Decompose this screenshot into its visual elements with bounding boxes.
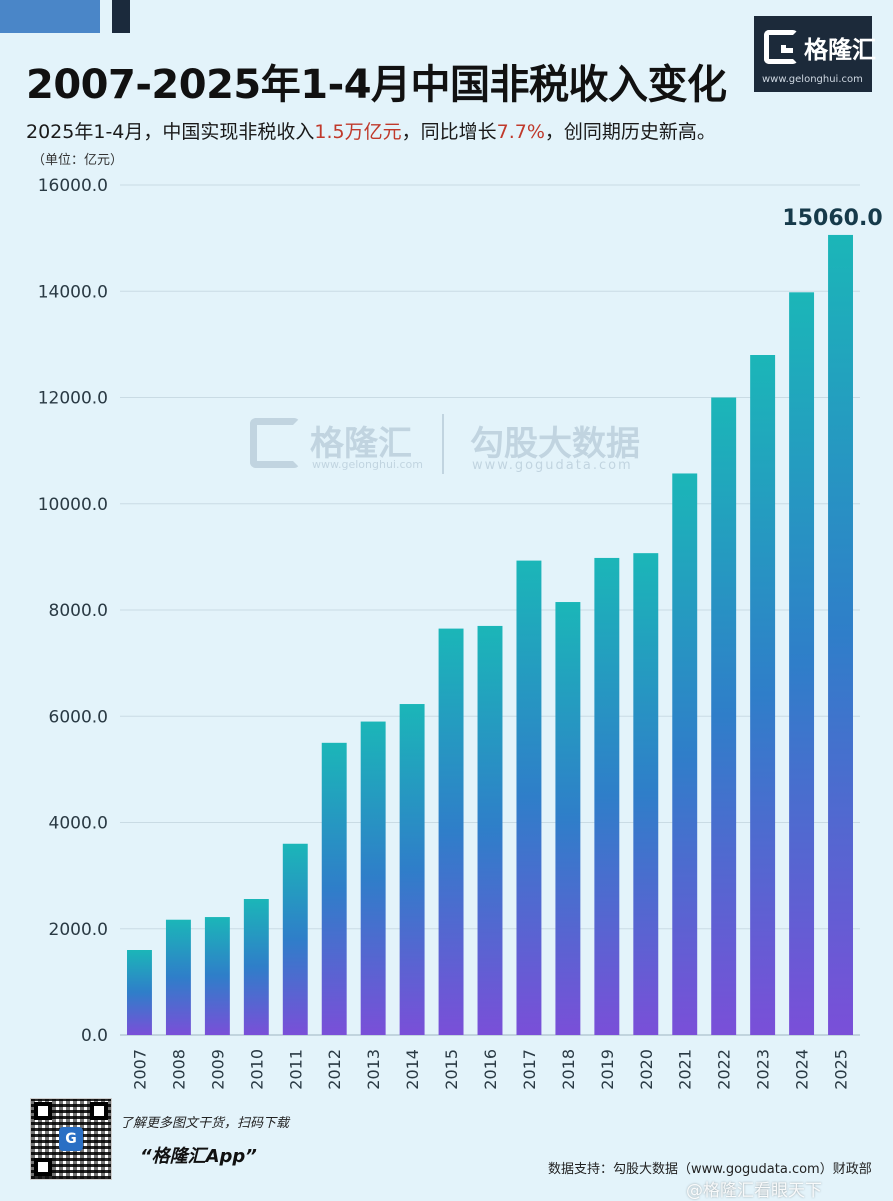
bar-2010 <box>243 899 269 1035</box>
subtitle-value-amount: 1.5万亿元 <box>314 121 402 143</box>
x-tick-label: 2007 <box>130 1049 149 1090</box>
x-tick-label: 2019 <box>598 1049 617 1090</box>
bar-2021 <box>672 473 698 1035</box>
x-tick-label: 2012 <box>325 1049 344 1090</box>
x-tick-label: 2025 <box>832 1049 851 1090</box>
y-tick-label: 12000.0 <box>38 389 108 409</box>
bar-2012 <box>321 742 347 1035</box>
x-tick-label: 2023 <box>754 1049 773 1090</box>
qr-corner-bottom-left <box>34 1158 52 1176</box>
top-decoration-accent <box>112 0 130 33</box>
top-decoration-bar <box>0 0 100 33</box>
y-tick-label: 2000.0 <box>49 920 108 940</box>
promo-line: 了解更多图文干货，扫码下载 <box>120 1116 290 1131</box>
logo-name: 格隆汇 <box>804 36 876 64</box>
bar-2009 <box>204 917 230 1035</box>
bar-2015 <box>438 628 464 1035</box>
page-title: 2007-2025年1-4月中国非税收入变化 <box>26 62 727 108</box>
bar-2008 <box>165 919 191 1035</box>
x-tick-label: 2020 <box>637 1049 656 1090</box>
bar-2014 <box>399 704 425 1035</box>
bar-2007 <box>127 950 152 1035</box>
x-tick-label: 2016 <box>481 1049 500 1090</box>
bar-2013 <box>360 721 386 1035</box>
y-tick-label: 4000.0 <box>49 814 108 834</box>
subtitle-mid: ，同比增长 <box>401 121 497 143</box>
app-name[interactable]: “格隆汇App” <box>140 1146 257 1167</box>
x-tick-label: 2013 <box>364 1049 383 1090</box>
qr-corner-top-left <box>34 1102 52 1120</box>
qr-corner-top-right <box>90 1102 108 1120</box>
bar-2018 <box>555 602 581 1035</box>
qr-logo-icon: G <box>59 1127 83 1151</box>
bar-2020 <box>633 553 659 1035</box>
weibo-watermark: @格隆汇看眼天下 <box>686 1181 822 1201</box>
qr-code[interactable]: G <box>30 1098 112 1180</box>
y-tick-label: 14000.0 <box>38 282 108 302</box>
x-tick-label: 2022 <box>715 1049 734 1090</box>
subtitle-prefix: 2025年1-4月，中国实现非税收入 <box>26 121 315 143</box>
logo-url: www.gelonghui.com <box>762 74 863 85</box>
subtitle-suffix: ，创同期历史新高。 <box>544 121 716 143</box>
y-tick-label: 10000.0 <box>38 495 108 515</box>
y-tick-label: 6000.0 <box>49 707 108 727</box>
bar-2022 <box>711 397 737 1035</box>
bar-2023 <box>750 355 776 1035</box>
x-tick-label: 2011 <box>286 1049 305 1090</box>
x-tick-label: 2014 <box>403 1049 422 1090</box>
x-tick-label: 2018 <box>559 1049 578 1090</box>
bar-2011 <box>282 843 308 1035</box>
subtitle: 2025年1-4月，中国实现非税收入1.5万亿元，同比增长7.7%，创同期历史新… <box>26 117 716 144</box>
x-tick-label: 2024 <box>793 1049 812 1090</box>
bar-2024 <box>789 292 815 1035</box>
data-label: 15060.0 <box>782 206 882 231</box>
x-tick-label: 2008 <box>169 1049 188 1090</box>
data-source: 数据支持：勾股大数据（www.gogudata.com）财政部 <box>548 1162 872 1177</box>
y-tick-label: 0.0 <box>81 1026 108 1046</box>
y-tick-label: 8000.0 <box>49 601 108 621</box>
unit-label: （单位：亿元） <box>32 153 124 168</box>
x-tick-label: 2017 <box>520 1049 539 1090</box>
x-tick-label: 2009 <box>208 1049 227 1090</box>
gelonghui-logo[interactable]: 格隆汇 www.gelonghui.com <box>754 16 876 92</box>
bar-2025 <box>828 234 853 1035</box>
bar-2019 <box>594 557 620 1035</box>
g-logo-icon <box>764 30 798 64</box>
x-tick-label: 2010 <box>247 1049 266 1090</box>
x-tick-label: 2021 <box>676 1049 695 1090</box>
bar-2016 <box>477 625 503 1035</box>
bar-2017 <box>516 560 542 1035</box>
y-tick-label: 16000.0 <box>38 176 108 196</box>
x-tick-label: 2015 <box>442 1049 461 1090</box>
subtitle-value-growth: 7.7% <box>496 121 545 143</box>
